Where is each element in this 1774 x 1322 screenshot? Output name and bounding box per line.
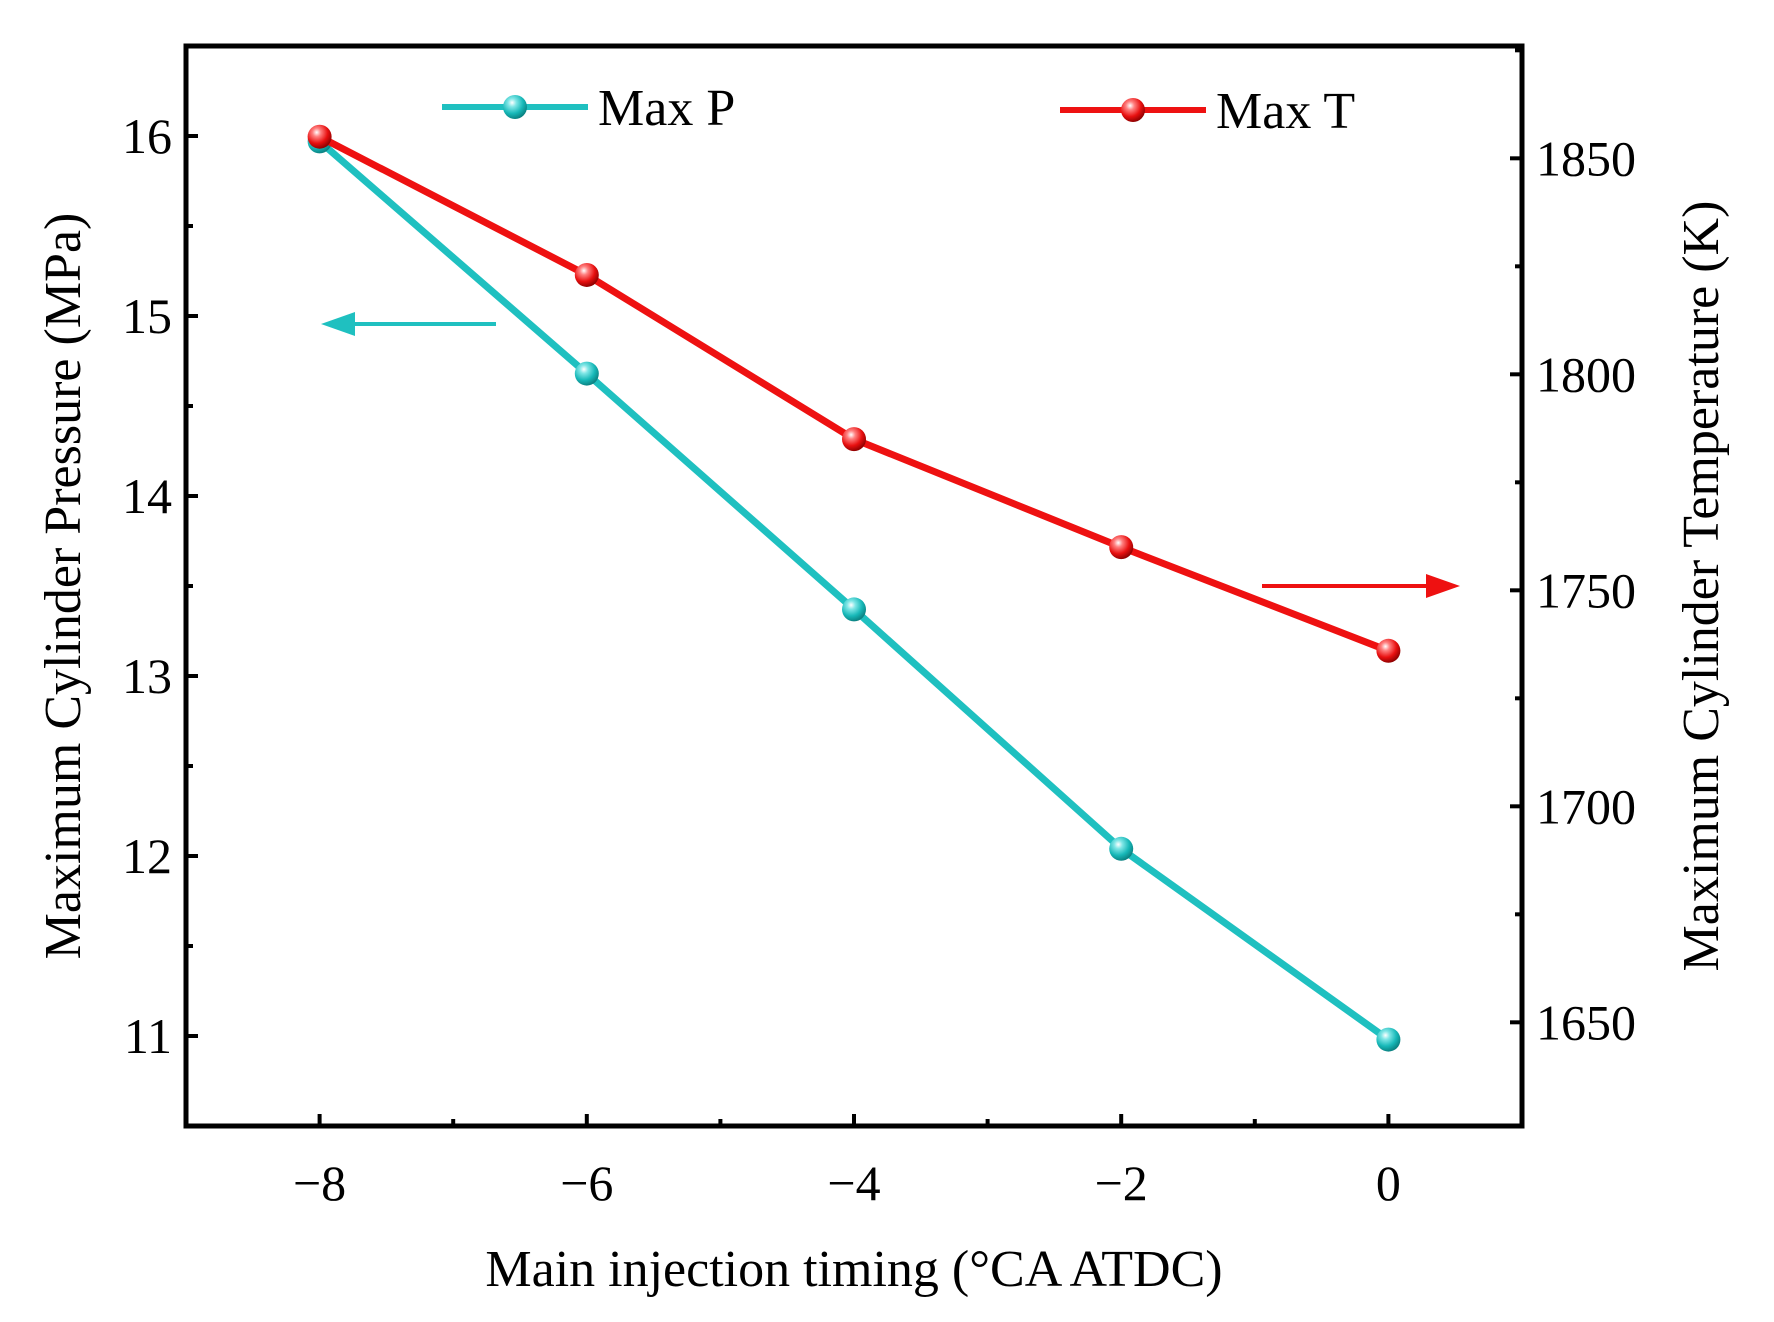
x-tick-label: −8 — [293, 1155, 346, 1211]
y-left-tick-label: 14 — [122, 468, 172, 524]
series-layer — [307, 124, 1401, 1052]
y-left-tick-label: 11 — [124, 1008, 172, 1064]
y-left-tick-label: 15 — [122, 288, 172, 344]
legend-item-max-p: Max P — [442, 80, 735, 137]
y-axis-title-left: Maximum Cylinder Pressure (MPa) — [35, 213, 92, 960]
x-tick-label: 0 — [1376, 1155, 1401, 1211]
data-point-max-t — [1109, 535, 1134, 560]
data-point-max-p — [574, 361, 599, 386]
y-left-tick-label: 12 — [122, 828, 172, 884]
tick-labels: −8 −6 −4 −2 0 11 12 13 14 15 16 1650 1700 1750 1800 185… — [122, 108, 1636, 1211]
y-right-tick-label: 1800 — [1536, 346, 1636, 402]
data-point-max-t — [307, 124, 332, 149]
y-right-tick-label: 1850 — [1536, 130, 1636, 186]
legend-item-max-t: Max T — [1060, 83, 1355, 140]
legend-marker-max-p — [503, 95, 527, 119]
data-point-max-p — [842, 597, 866, 622]
x-tick-label: −6 — [560, 1155, 613, 1211]
data-point-max-t — [842, 427, 866, 452]
legend-marker-max-t — [1121, 98, 1145, 122]
data-point-max-p — [1376, 1027, 1401, 1052]
data-point-max-t — [574, 262, 599, 287]
data-point-max-p — [1109, 836, 1134, 861]
x-tick-label: −4 — [827, 1155, 880, 1211]
x-axis-title: Main injection timing (°CA ATDC) — [485, 1241, 1222, 1298]
legend: Max P Max T — [442, 80, 1355, 140]
axis-ticks — [186, 48, 1522, 1126]
series-line-max-t — [317, 133, 1390, 655]
y-left-tick-label: 13 — [122, 648, 172, 704]
x-tick-label: −2 — [1095, 1155, 1148, 1211]
y-left-tick-label: 16 — [122, 108, 172, 164]
y-axis-title-right: Maximum Cylinder Temperature (K) — [1673, 201, 1730, 972]
pressure-arrow — [321, 312, 496, 336]
y-right-tick-label: 1750 — [1536, 562, 1636, 618]
data-point-max-t — [1376, 638, 1401, 663]
legend-label-max-p: Max P — [598, 80, 735, 137]
y-right-tick-label: 1650 — [1536, 994, 1636, 1050]
temperature-arrow — [1262, 574, 1460, 598]
y-right-tick-label: 1700 — [1536, 778, 1636, 834]
legend-label-max-t: Max T — [1216, 83, 1355, 140]
